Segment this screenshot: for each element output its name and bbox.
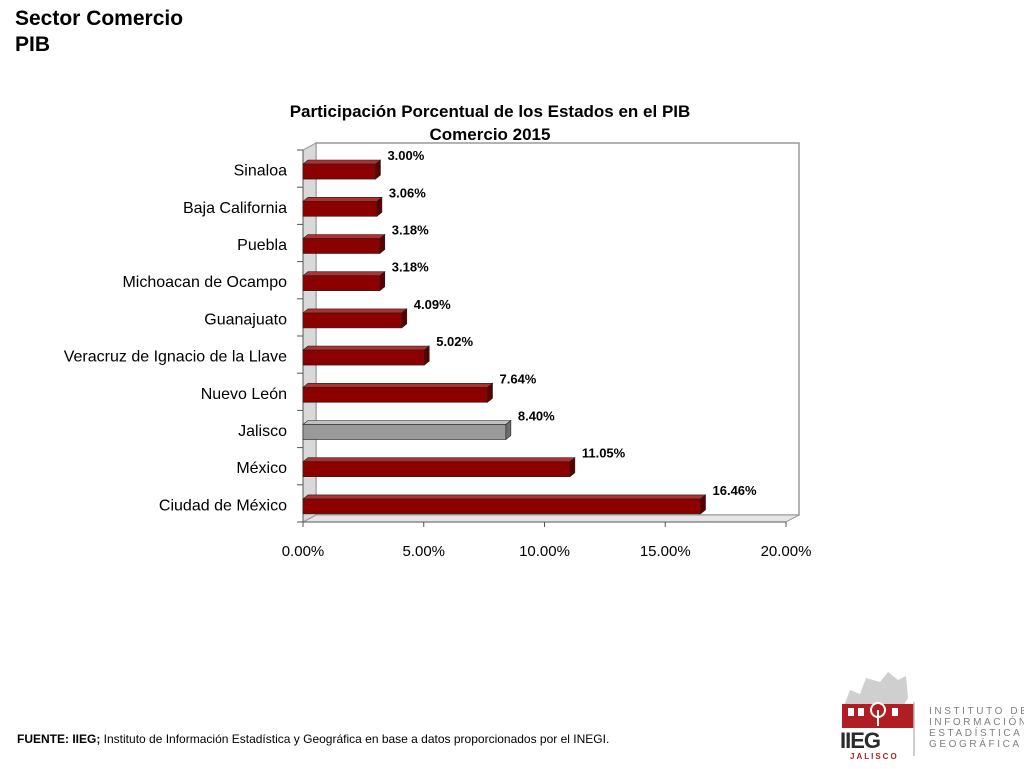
page-title-line1: Sector Comercio xyxy=(15,7,184,30)
data-label: 4.09% xyxy=(414,297,451,312)
bar-front xyxy=(302,386,488,403)
x-tick-label: 20.00% xyxy=(761,543,812,560)
bar-top xyxy=(302,271,386,277)
bar-front xyxy=(302,424,507,440)
data-label: 8.40% xyxy=(518,409,555,424)
bar-3 xyxy=(302,271,386,292)
logo-line-2: INFORMACIÓN xyxy=(929,717,1024,728)
data-label: 3.18% xyxy=(392,260,429,275)
category-label: Baja California xyxy=(183,200,287,217)
x-tick-label: 15.00% xyxy=(640,543,691,560)
logo-line-1: INSTITUTO DE xyxy=(929,706,1024,717)
iieg-logo: IIEG JALISCO INSTITUTO DE INFORMACIÓN ES… xyxy=(836,668,1024,764)
bar-5 xyxy=(302,345,431,366)
category-label: Ciudad de México xyxy=(159,497,287,514)
bars-group xyxy=(302,159,707,515)
bar-front xyxy=(302,275,381,292)
page-title: Sector Comercio PIB xyxy=(15,6,183,58)
chart-subtitle: Comercio 2015 xyxy=(430,125,551,144)
category-label: Puebla xyxy=(237,237,287,254)
category-label: Jalisco xyxy=(238,423,287,440)
category-label: México xyxy=(236,460,287,477)
bar-9 xyxy=(302,494,707,515)
bar-front xyxy=(302,201,378,217)
bar-front xyxy=(302,498,701,515)
plot-floor xyxy=(302,514,800,523)
bar-0 xyxy=(302,159,382,180)
category-labels-group: Sinaloa Baja California Puebla Michoacan de… xyxy=(64,163,287,515)
data-label: 3.06% xyxy=(389,185,426,200)
bar-chart: Participación Porcentual de los Estados … xyxy=(64,102,812,560)
data-label: 3.00% xyxy=(387,148,424,163)
bar-front xyxy=(302,349,425,366)
bar-top xyxy=(302,494,707,500)
bar-top xyxy=(302,308,408,314)
bar-1 xyxy=(302,196,383,217)
bar-2 xyxy=(302,233,386,255)
bar-top xyxy=(302,345,431,351)
logo-institute-text: INSTITUTO DE INFORMACIÓN ESTADÍSTICA Y G… xyxy=(929,706,1024,750)
bar-front xyxy=(302,238,381,254)
x-tick-label: 10.00% xyxy=(519,543,570,560)
bar-8 xyxy=(302,457,576,478)
source-label: FUENTE: IIEG; xyxy=(17,732,101,746)
x-tick-label: 5.00% xyxy=(402,543,445,560)
data-labels-group: 3.00% 3.06% 3.18% 3.18% 4.09% 5.02% 7.64% 8.40%… xyxy=(387,148,757,498)
data-label: 5.02% xyxy=(436,334,473,349)
data-label: 3.18% xyxy=(392,223,429,238)
category-label: Guanajuato xyxy=(204,311,287,328)
category-label: Veracruz de Ignacio de la Llave xyxy=(64,349,287,366)
category-label: Sinaloa xyxy=(234,163,287,180)
logo-line-4: GEOGRÁFICA xyxy=(929,739,1022,750)
x-tick-labels-group: 0.00% 5.00% 10.00% 15.00% 20.00% xyxy=(282,543,812,560)
category-label: Nuevo León xyxy=(201,386,287,403)
bar-top xyxy=(302,420,512,425)
bar-top xyxy=(302,382,494,388)
bar-top xyxy=(302,234,386,239)
logo-line-3: ESTADÍSTICA Y xyxy=(929,728,1024,739)
bar-6 xyxy=(302,382,494,403)
data-label: 11.05% xyxy=(582,446,626,461)
bar-top xyxy=(302,159,382,165)
bar-front xyxy=(302,312,403,329)
x-tick-label: 0.00% xyxy=(282,543,325,560)
bar-front xyxy=(302,163,376,180)
bar-top xyxy=(302,197,383,202)
bar-7 xyxy=(302,419,512,441)
bar-front xyxy=(302,461,571,478)
data-label: 7.64% xyxy=(500,371,537,386)
logo-emblem-icon xyxy=(842,672,915,756)
source-text: Instituto de Información Estadística y G… xyxy=(100,732,610,746)
source-note: FUENTE: IIEG; Instituto de Información E… xyxy=(17,732,609,746)
bar-top xyxy=(302,457,576,463)
category-label: Michoacan de Ocampo xyxy=(122,274,287,291)
chart-title: Participación Porcentual de los Estados … xyxy=(290,102,691,121)
data-label: 16.46% xyxy=(713,483,758,498)
page-title-line2: PIB xyxy=(15,33,51,56)
logo-sub: JALISCO xyxy=(850,752,899,761)
bar-4 xyxy=(302,308,408,329)
logo-name: IIEG xyxy=(840,728,881,753)
